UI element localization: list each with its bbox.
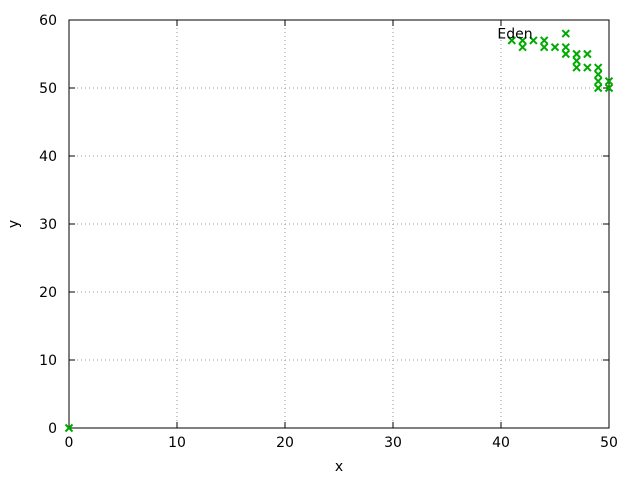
data-point-stroke [518,42,527,52]
data-point-stroke [583,49,592,59]
data-point-stroke [604,83,614,93]
data-point [561,42,571,52]
data-point-stroke [593,76,603,86]
data-point [593,76,603,86]
data-point [572,56,581,66]
ticks: 0 10 20 30 40 50 0 10 20 30 40 50 60 [39,13,618,451]
y-tick-label: 20 [39,285,57,301]
x-tick-label: 30 [384,435,402,451]
grid [69,20,609,428]
y-tick-label: 40 [39,149,57,165]
data-point [604,83,614,93]
x-tick-label: 20 [276,435,294,451]
data-point [604,76,614,86]
data-point-stroke [593,70,603,79]
data-point-stroke [529,36,538,45]
data-point [561,29,571,38]
y-tick-label: 30 [39,217,57,233]
data-point-stroke [583,63,592,72]
data-point-stroke [572,49,581,59]
data-point [550,42,560,52]
data-point [583,49,592,59]
x-tick-label: 40 [492,435,510,451]
data-point-stroke [550,42,560,52]
data-point-stroke [561,49,571,59]
data-point [518,42,527,52]
x-tick-label: 0 [65,435,74,451]
data-point-stroke [507,36,517,45]
data-point [64,423,74,433]
data-point [539,42,549,52]
data-point [539,36,549,45]
y-tick-label: 60 [39,13,57,29]
data-point [529,36,538,45]
data-point [518,36,527,45]
y-tick-label: 10 [39,353,57,369]
data-point [572,49,581,59]
data-point [572,63,581,72]
data-points [64,29,614,433]
data-point-stroke [561,29,571,38]
data-point-stroke [593,63,603,72]
data-point [561,49,571,59]
y-axis-label: y [6,220,22,228]
data-point-stroke [593,83,603,93]
data-point [583,63,592,72]
data-point-stroke [539,36,549,45]
data-point [593,83,603,93]
data-point-stroke [572,56,581,66]
data-point [507,36,517,45]
data-point-stroke [64,423,74,433]
data-point-stroke [561,42,571,52]
y-tick-label: 0 [48,421,57,437]
data-point-stroke [518,36,527,45]
y-tick-label: 50 [39,81,57,97]
data-point-stroke [539,42,549,52]
x-tick-label: 50 [600,435,618,451]
annotation-label: Eden [497,26,532,42]
data-point [593,63,603,72]
data-point-stroke [572,63,581,72]
x-axis-label: x [335,459,343,475]
data-point [593,70,603,79]
x-tick-label: 10 [168,435,186,451]
data-point-stroke [604,76,614,86]
